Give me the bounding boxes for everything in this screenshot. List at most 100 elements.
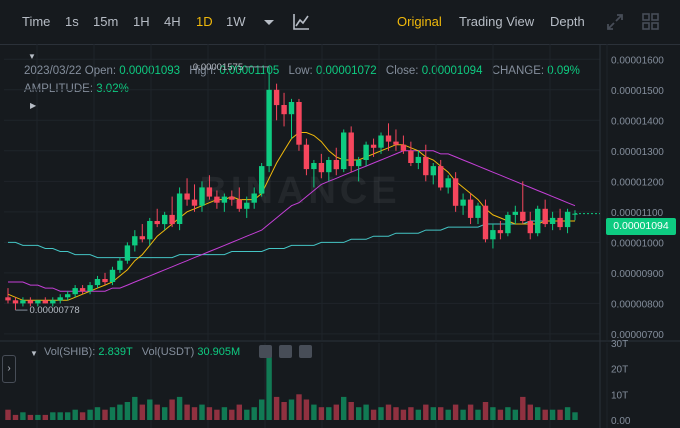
amplitude-info: AMPLITUDE: 3.02% [24,83,135,95]
candle-body [214,196,220,203]
info-open-label: Open: [84,65,117,77]
volume-bar [5,409,11,420]
candle-body [57,297,63,301]
volume-bar [50,412,56,420]
info-low-label: Low: [288,65,313,77]
volume-bar [35,414,41,420]
candle-body [311,163,317,170]
volume-bar [87,409,93,420]
fullscreen-icon[interactable] [604,11,626,33]
volume-bar [445,409,451,420]
volume-bar [117,404,123,420]
candle-body [348,132,354,167]
expand-caret-icon[interactable]: ▶ [30,101,37,110]
candle-body [251,193,257,203]
candle-body [438,166,444,188]
candle-body [147,221,153,240]
info-high-value: 0.00001105 [219,65,280,77]
ma25-line [8,150,576,292]
low-marker-label: 0.00000778 [29,305,79,316]
volume-bar [520,396,526,420]
interval-1s[interactable]: 1s [65,14,79,29]
chevron-down-icon[interactable] [258,11,280,33]
candle-body [229,196,235,200]
info-high-label: High: [189,65,217,77]
candle-body [236,199,242,209]
volume-bar [79,412,86,420]
candle-body [490,230,496,240]
interval-1w[interactable]: 1W [226,14,246,29]
volume-bar [572,412,578,420]
candle-body [266,89,272,167]
volume-bar [564,407,571,420]
vol-usdt-label: Vol(USDT) [141,346,195,358]
candle-body [184,193,190,200]
volume-bar [109,407,116,420]
view-original[interactable]: Original [397,14,442,29]
candle-body [527,221,533,234]
interval-1d[interactable]: 1D [196,14,213,29]
grid-layout-icon[interactable] [640,11,662,33]
interval-4h[interactable]: 4H [164,14,181,29]
candle-body [65,294,71,298]
candle-body [505,214,511,234]
y-tick-label: 0.00001200 [611,177,664,188]
candle-body [303,144,310,170]
view-depth[interactable]: Depth [550,14,585,29]
side-panel-toggle[interactable]: › [2,355,16,383]
view-trading-view[interactable]: Trading View [459,14,535,29]
toolbar: Time 1s 15m 1H 4H 1D 1W Original Trading… [0,0,680,45]
volume-bar [557,409,563,420]
volume-bar [333,404,339,420]
y-tick-label: 0.00001400 [611,116,664,127]
candle-body [572,213,578,215]
volume-bar [370,409,377,420]
volume-bar [176,396,183,420]
indicator-chart-icon[interactable] [290,11,312,33]
interval-time[interactable]: Time [22,14,51,29]
candle-body [132,236,138,246]
candle-body [378,135,384,148]
volume-bar [244,409,250,420]
volume-bar [423,404,429,420]
interval-15m[interactable]: 15m [93,14,119,29]
ohlc-info: 2023/03/22 Open: 0.00001093 High: 0.0000… [24,65,586,77]
candle-body [482,205,489,240]
volume-close-icon[interactable] [299,345,312,358]
vol-usdt-value: 30.905M [197,346,241,358]
info-amplitude-label: AMPLITUDE: [24,83,94,95]
volume-bar [467,404,474,420]
candle-body [35,300,41,304]
volume-settings-icon[interactable] [259,345,272,358]
volume-visibility-icon[interactable] [279,345,292,358]
y-tick-label: 0.00000800 [611,299,664,310]
candle-body [557,217,563,228]
interval-1h[interactable]: 1H [133,14,150,29]
volume-tick-label: 30T [611,339,628,350]
volume-bar [281,402,287,420]
volume-bar [326,407,332,420]
candle-body [199,187,205,206]
candle-body [363,144,369,160]
collapse-caret-icon[interactable]: ▼ [28,52,36,61]
candle-body [20,300,26,304]
y-tick-label: 0.00001000 [611,238,664,249]
volume-bar [311,404,317,420]
candle-body [475,205,481,218]
volume-bar [430,407,436,420]
volume-bar [535,407,541,420]
candle-body [296,102,302,145]
info-low-value: 0.00001072 [315,65,377,77]
candle-body [27,300,34,304]
volume-bar [497,409,504,420]
info-change-label: CHANGE: [491,65,545,77]
current-price-tag: 0.00001094 [606,218,676,235]
vol-shib-value: 2.839T [98,346,133,358]
volume-bar [72,409,78,420]
volume-bar [482,402,489,420]
candle-body [109,269,116,282]
volume-bar [229,409,235,420]
volume-caret-icon[interactable]: ▼ [30,349,38,358]
volume-bar [27,414,34,420]
